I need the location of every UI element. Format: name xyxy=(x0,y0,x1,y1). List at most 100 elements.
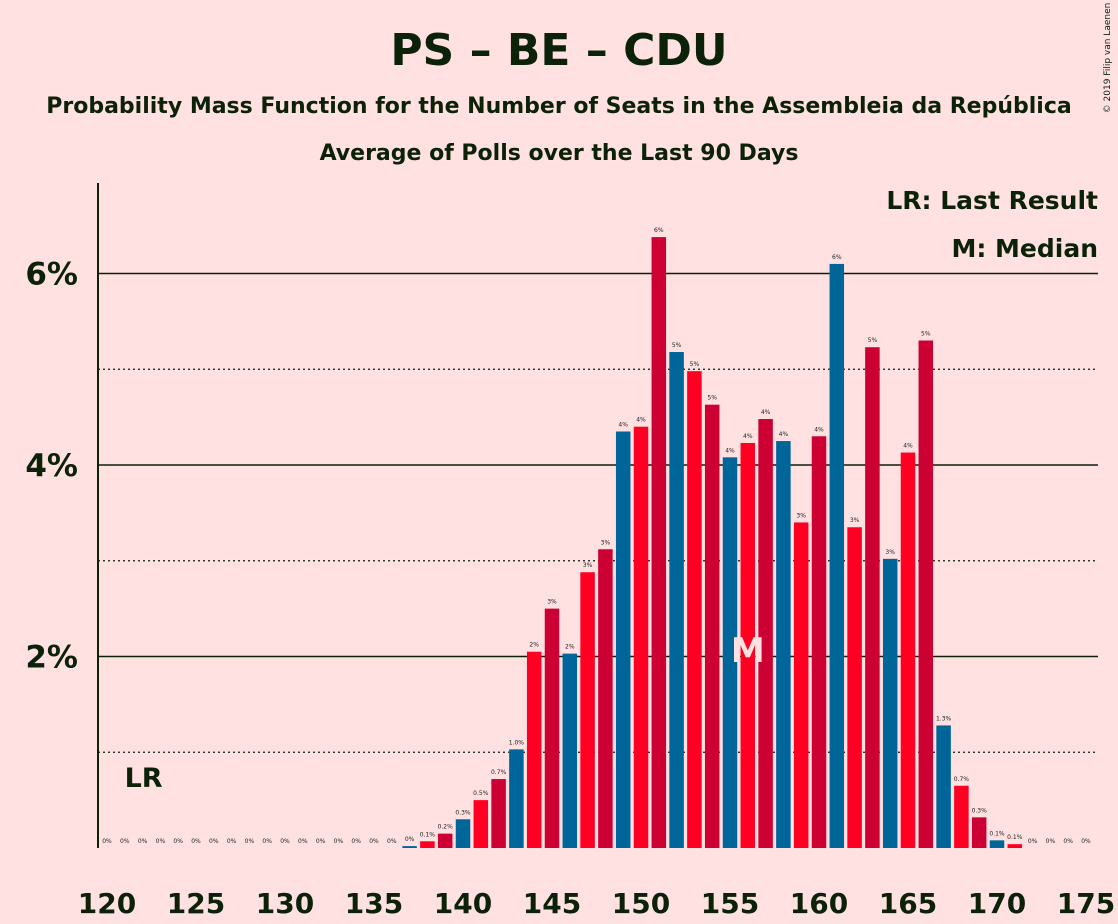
data-label: 4% xyxy=(618,421,628,428)
data-label: 5% xyxy=(690,361,700,368)
data-label: 5% xyxy=(921,331,931,338)
data-label: 2% xyxy=(565,644,575,651)
data-label: 0% xyxy=(262,838,272,845)
bar xyxy=(580,572,595,848)
bar xyxy=(562,653,578,848)
data-label: 5% xyxy=(707,395,717,402)
data-label: 0.3% xyxy=(455,809,471,816)
x-tick-label: 150 xyxy=(612,887,670,920)
bar xyxy=(598,549,613,848)
data-label: 3% xyxy=(796,512,806,519)
data-label: 2% xyxy=(529,642,539,649)
data-label: 0.7% xyxy=(954,776,970,783)
x-tick-label: 165 xyxy=(879,887,937,920)
data-label: 0% xyxy=(387,838,397,845)
chart-title: PS – BE – CDU xyxy=(390,25,727,76)
last-result-marker: LR xyxy=(125,763,163,794)
bar xyxy=(776,441,791,848)
bar xyxy=(402,846,417,848)
data-label: 0% xyxy=(280,838,290,845)
bar xyxy=(687,371,702,848)
data-label: 0% xyxy=(227,838,237,845)
bar xyxy=(669,352,684,848)
bar xyxy=(971,817,987,848)
data-label: 0.3% xyxy=(972,807,988,814)
x-tick-label: 155 xyxy=(701,887,759,920)
x-tick-label: 175 xyxy=(1057,887,1115,920)
data-label: 3% xyxy=(601,539,611,546)
data-label: 0% xyxy=(102,838,112,845)
data-label: 0% xyxy=(405,836,415,843)
data-label: 3% xyxy=(885,549,895,556)
bar xyxy=(509,749,524,848)
bar xyxy=(615,431,631,848)
chart-subtitle: Probability Mass Function for the Number… xyxy=(46,94,1071,119)
data-label: 3% xyxy=(547,599,557,606)
bar xyxy=(491,779,506,848)
legend-last-result: LR: Last Result xyxy=(886,186,1098,215)
y-tick-label: 4% xyxy=(25,448,78,484)
bar xyxy=(882,558,898,848)
data-label: 4% xyxy=(636,417,646,424)
bar xyxy=(865,347,880,848)
data-label: 0% xyxy=(316,838,326,845)
bar xyxy=(918,340,934,848)
bar xyxy=(793,522,809,848)
data-label: 4% xyxy=(903,443,913,450)
data-labels-group: 0% 0% 0% 0% 0% 0% 0% 0% 0% 0% 0% 0% 0% 0% 0% 0% 0% 0% 0.1%… xyxy=(102,227,1091,845)
bar xyxy=(829,263,845,848)
bar xyxy=(847,527,862,848)
data-label: 4% xyxy=(779,431,789,438)
data-label: 4% xyxy=(761,409,771,416)
bar xyxy=(900,452,916,848)
data-label: 0% xyxy=(1063,838,1073,845)
x-axis: 120 125 130 135 140 145 150 155 160 165 170 175 xyxy=(78,887,1115,920)
data-label: 0% xyxy=(245,838,255,845)
data-label: 4% xyxy=(814,426,824,433)
bar xyxy=(633,426,649,848)
data-label: 0.1% xyxy=(989,830,1005,837)
bar xyxy=(1007,844,1023,848)
data-label: 0.1% xyxy=(1007,834,1023,841)
bar xyxy=(420,841,435,848)
data-label: 0% xyxy=(173,838,183,845)
x-tick-label: 125 xyxy=(167,887,225,920)
data-label: 6% xyxy=(654,227,664,234)
data-label: 0% xyxy=(1028,838,1038,845)
bar xyxy=(758,419,773,848)
data-label: 0% xyxy=(120,838,130,845)
data-label: 3% xyxy=(850,517,860,524)
bar xyxy=(473,800,489,848)
x-tick-label: 170 xyxy=(968,887,1026,920)
data-label: 0% xyxy=(138,838,148,845)
data-label: 0.7% xyxy=(491,769,507,776)
data-label: 3% xyxy=(583,562,593,569)
y-tick-label: 2% xyxy=(25,640,78,676)
x-tick-label: 130 xyxy=(256,887,314,920)
data-label: 1.0% xyxy=(509,739,525,746)
data-label: 4% xyxy=(725,447,735,454)
x-tick-label: 145 xyxy=(523,887,581,920)
data-label: 0% xyxy=(369,838,379,845)
data-label: 0.5% xyxy=(473,790,489,797)
data-label: 0% xyxy=(298,838,308,845)
bar xyxy=(954,785,969,848)
copyright-note: © 2019 Filip van Laenen xyxy=(1103,3,1113,114)
bar xyxy=(989,840,1005,848)
chart-subtitle-2: Average of Polls over the Last 90 Days xyxy=(320,141,799,166)
data-label: 0% xyxy=(334,838,344,845)
bars-group xyxy=(402,237,1023,849)
bar xyxy=(936,725,951,848)
bar xyxy=(811,436,827,848)
data-label: 0% xyxy=(1081,838,1091,845)
data-label: 0% xyxy=(1046,838,1056,845)
data-label: 0% xyxy=(351,838,361,845)
bar xyxy=(651,237,667,849)
bar xyxy=(437,833,453,848)
y-tick-label: 6% xyxy=(25,257,78,293)
data-label: 4% xyxy=(743,433,753,440)
data-label: 0.2% xyxy=(438,824,454,831)
data-label: 0% xyxy=(156,838,166,845)
data-label: 1.3% xyxy=(936,715,952,722)
